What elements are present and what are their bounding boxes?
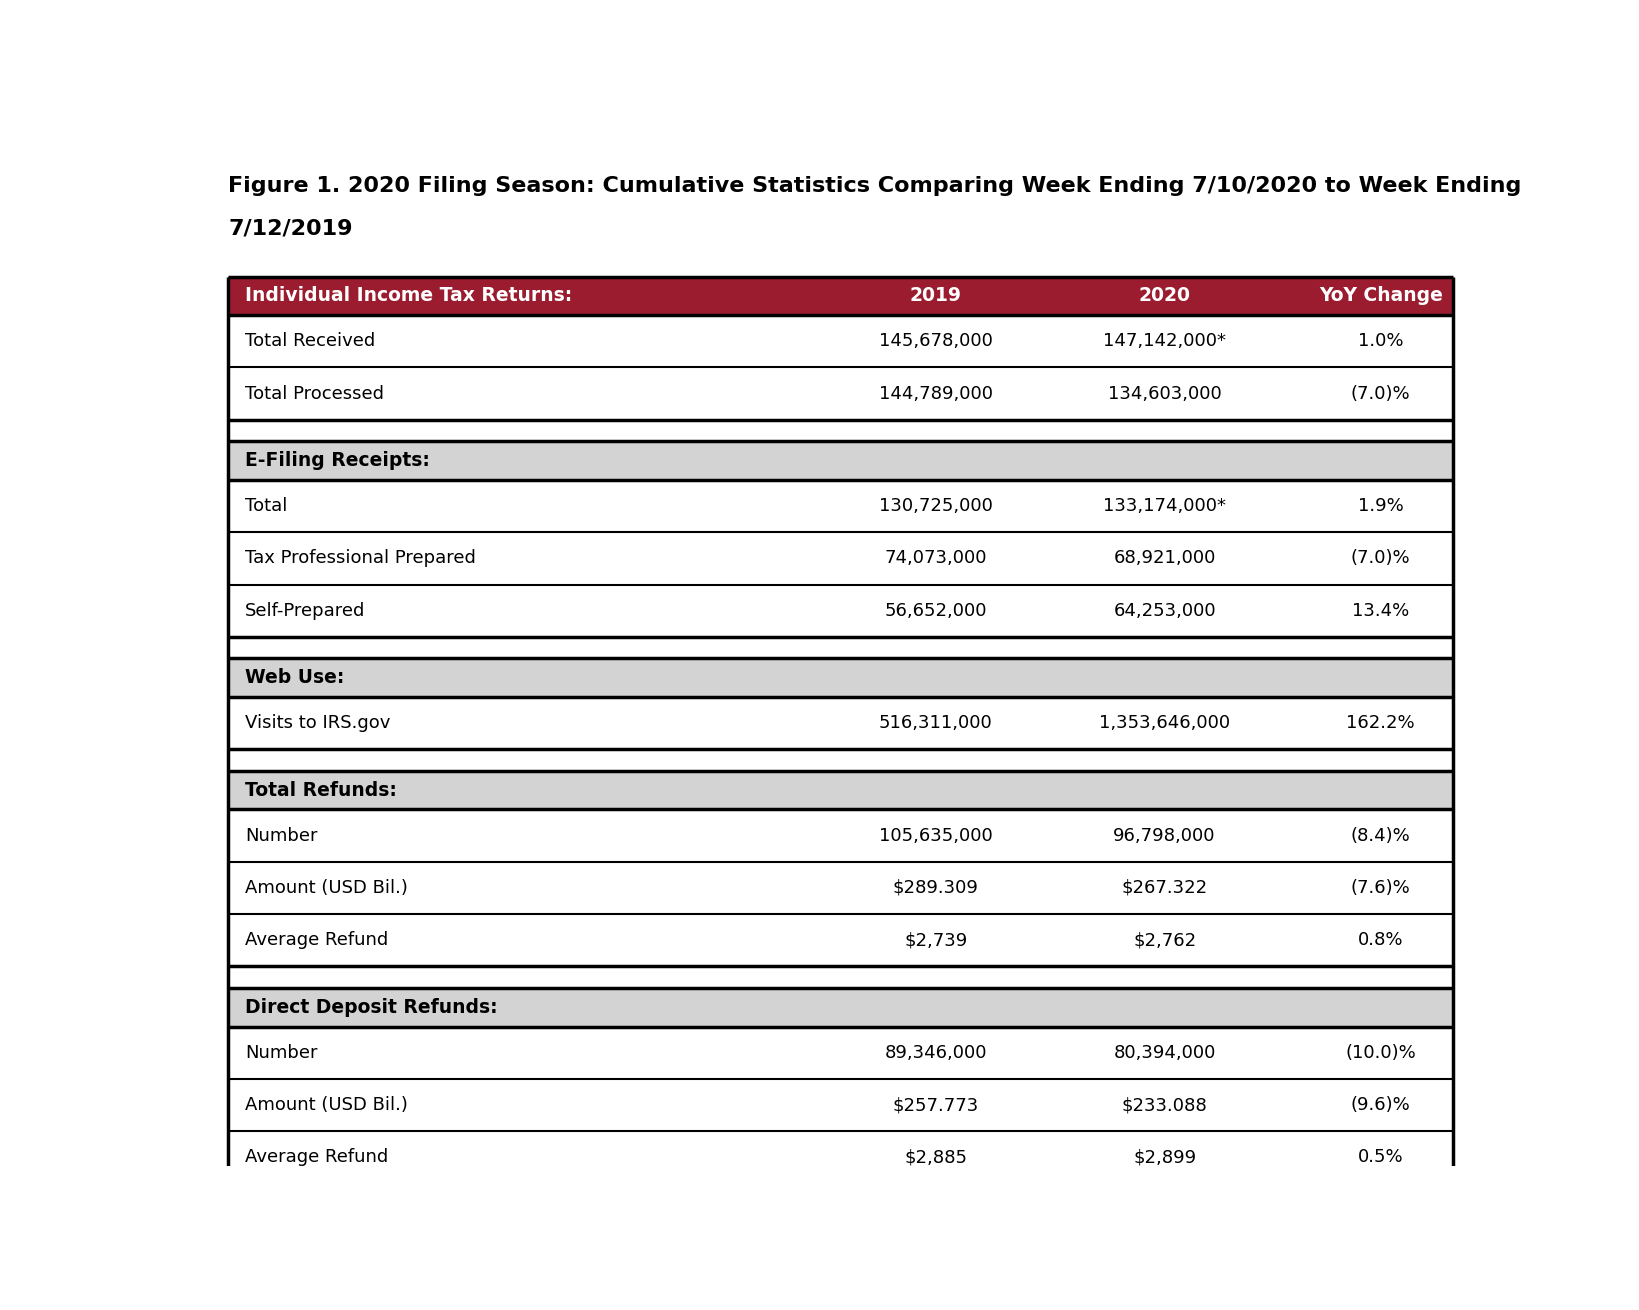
- FancyBboxPatch shape: [228, 697, 1452, 749]
- Text: (10.0)%: (10.0)%: [1344, 1044, 1414, 1061]
- Text: 130,725,000: 130,725,000: [879, 496, 992, 515]
- FancyBboxPatch shape: [228, 314, 1452, 367]
- Text: 2019: 2019: [910, 287, 960, 305]
- Text: 0.5%: 0.5%: [1357, 1149, 1403, 1166]
- Text: Visits to IRS.gov: Visits to IRS.gov: [244, 714, 390, 732]
- Text: Number: Number: [244, 1044, 316, 1061]
- FancyBboxPatch shape: [228, 862, 1452, 914]
- Text: 1.0%: 1.0%: [1357, 333, 1403, 350]
- Text: 96,798,000: 96,798,000: [1113, 827, 1214, 845]
- FancyBboxPatch shape: [228, 914, 1452, 967]
- Text: Tax Professional Prepared: Tax Professional Prepared: [244, 549, 475, 567]
- Text: Self-Prepared: Self-Prepared: [244, 601, 365, 620]
- FancyBboxPatch shape: [228, 1079, 1452, 1132]
- Text: 1,353,646,000: 1,353,646,000: [1098, 714, 1229, 732]
- Text: $267.322: $267.322: [1121, 879, 1206, 897]
- Text: (7.0)%: (7.0)%: [1351, 385, 1410, 402]
- FancyBboxPatch shape: [228, 1027, 1452, 1079]
- Text: Total Processed: Total Processed: [244, 385, 384, 402]
- FancyBboxPatch shape: [228, 441, 1452, 479]
- Text: Web Use:: Web Use:: [244, 668, 344, 688]
- Text: Total: Total: [244, 496, 287, 515]
- Text: 1.9%: 1.9%: [1357, 496, 1403, 515]
- FancyBboxPatch shape: [228, 810, 1452, 862]
- Text: $233.088: $233.088: [1121, 1096, 1206, 1114]
- FancyBboxPatch shape: [228, 1132, 1452, 1184]
- Text: 80,394,000: 80,394,000: [1113, 1044, 1214, 1061]
- Text: 89,346,000: 89,346,000: [883, 1044, 987, 1061]
- Text: 145,678,000: 145,678,000: [879, 333, 992, 350]
- FancyBboxPatch shape: [228, 584, 1452, 637]
- Text: 516,311,000: 516,311,000: [879, 714, 992, 732]
- Text: 64,253,000: 64,253,000: [1113, 601, 1214, 620]
- Text: $2,899: $2,899: [1133, 1149, 1195, 1166]
- Text: Average Refund: Average Refund: [244, 931, 388, 950]
- Text: $257.773: $257.773: [892, 1096, 978, 1114]
- Text: Average Refund: Average Refund: [244, 1149, 388, 1166]
- Text: 0.8%: 0.8%: [1357, 931, 1403, 950]
- Text: 134,603,000: 134,603,000: [1106, 385, 1221, 402]
- Text: (7.6)%: (7.6)%: [1351, 879, 1410, 897]
- Text: 147,142,000*: 147,142,000*: [1103, 333, 1226, 350]
- Text: 2020: 2020: [1137, 287, 1190, 305]
- Text: (8.4)%: (8.4)%: [1351, 827, 1410, 845]
- Text: 133,174,000*: 133,174,000*: [1103, 496, 1226, 515]
- FancyBboxPatch shape: [228, 988, 1452, 1027]
- Text: Number: Number: [244, 827, 316, 845]
- Text: 7/12/2019: 7/12/2019: [228, 219, 352, 238]
- Text: $2,885: $2,885: [903, 1149, 967, 1166]
- Text: Direct Deposit Refunds:: Direct Deposit Refunds:: [244, 998, 497, 1017]
- Text: Figure 1. 2020 Filing Season: Cumulative Statistics Comparing Week Ending 7/10/2: Figure 1. 2020 Filing Season: Cumulative…: [228, 177, 1521, 196]
- FancyBboxPatch shape: [228, 659, 1452, 697]
- Text: Amount (USD Bil.): Amount (USD Bil.): [244, 879, 408, 897]
- Text: 68,921,000: 68,921,000: [1113, 549, 1214, 567]
- FancyBboxPatch shape: [228, 276, 1452, 314]
- Text: 162.2%: 162.2%: [1346, 714, 1414, 732]
- Text: $2,739: $2,739: [903, 931, 967, 950]
- Text: (9.6)%: (9.6)%: [1351, 1096, 1410, 1114]
- Text: $2,762: $2,762: [1133, 931, 1195, 950]
- Text: E-Filing Receipts:: E-Filing Receipts:: [244, 451, 429, 470]
- Text: 144,789,000: 144,789,000: [879, 385, 992, 402]
- Text: (7.0)%: (7.0)%: [1351, 549, 1410, 567]
- FancyBboxPatch shape: [228, 532, 1452, 584]
- Text: YoY Change: YoY Change: [1318, 287, 1442, 305]
- FancyBboxPatch shape: [228, 367, 1452, 419]
- Text: Total Refunds:: Total Refunds:: [244, 781, 397, 799]
- FancyBboxPatch shape: [228, 770, 1452, 810]
- Text: Individual Income Tax Returns:: Individual Income Tax Returns:: [244, 287, 572, 305]
- Text: Amount (USD Bil.): Amount (USD Bil.): [244, 1096, 408, 1114]
- Text: 105,635,000: 105,635,000: [879, 827, 992, 845]
- Text: 74,073,000: 74,073,000: [883, 549, 987, 567]
- Text: Total Received: Total Received: [244, 333, 375, 350]
- Text: $289.309: $289.309: [892, 879, 978, 897]
- FancyBboxPatch shape: [228, 479, 1452, 532]
- Text: 56,652,000: 56,652,000: [883, 601, 987, 620]
- Text: 13.4%: 13.4%: [1351, 601, 1408, 620]
